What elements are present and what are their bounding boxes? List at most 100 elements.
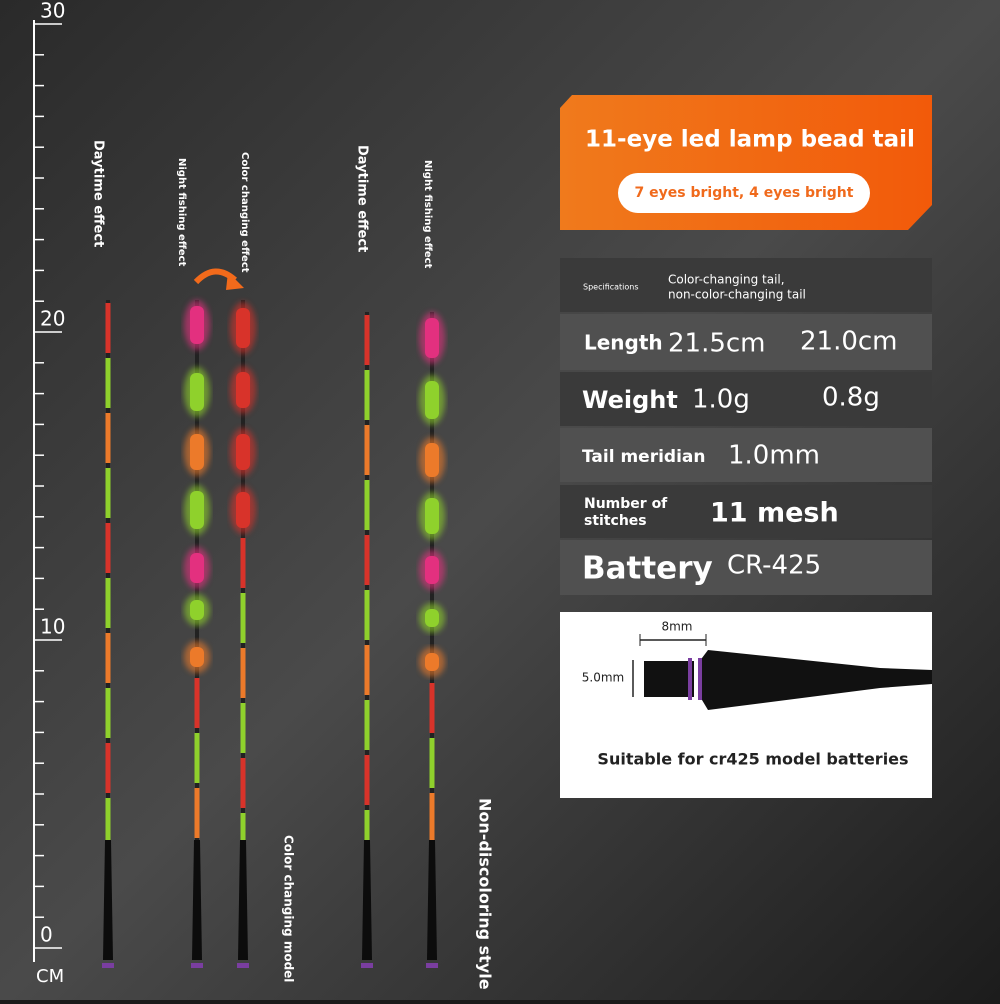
spec-label: Weight (582, 386, 678, 414)
spec-row (560, 485, 932, 538)
float-segment (364, 315, 370, 365)
float-segment (105, 578, 111, 628)
led-bead (190, 434, 204, 470)
float-segment (364, 480, 370, 530)
float-label: Night fishing effect (176, 158, 187, 267)
ring (698, 658, 702, 700)
group-label: Color changing model (282, 835, 296, 982)
spec-label: Number of (584, 496, 668, 512)
spec-value: 0.8g (822, 383, 880, 413)
float-label: Daytime effect (355, 145, 370, 252)
floats (102, 300, 445, 968)
float-tip (362, 840, 372, 960)
spec-label: stitches (584, 513, 647, 529)
battery (644, 661, 694, 697)
float-segment (194, 788, 200, 838)
float-segment (429, 683, 435, 733)
spec-label: Tail meridian (582, 447, 705, 467)
float-ring (426, 963, 438, 968)
spec-value: 21.0cm (800, 327, 898, 357)
led-bead (190, 647, 204, 667)
spec-label: Length (584, 331, 663, 355)
ruler: CM 30 20 10 0 (33, 0, 65, 987)
ruler-label: 0 (40, 923, 53, 947)
spec-header-value: Color-changing tail, (668, 273, 785, 287)
float-segment (364, 645, 370, 695)
float-body (702, 650, 932, 710)
float-segment (364, 370, 370, 420)
spec-header-value: non-color-changing tail (668, 288, 806, 302)
spec-table: Specifications Color-changing tail, non-… (560, 258, 932, 595)
float-segment (194, 678, 200, 728)
spec-value: 1.0mm (728, 441, 820, 471)
group-label: Non-discoloring style (476, 798, 495, 990)
led-bead (236, 372, 250, 408)
float-tip (192, 840, 202, 960)
float-segment (240, 703, 246, 753)
spec-row (560, 372, 932, 426)
float-segment (105, 688, 111, 738)
float-segment (105, 798, 111, 840)
banner-subtitle: 7 eyes bright, 4 eyes bright (635, 185, 854, 201)
led-bead (190, 373, 204, 411)
float-segment (364, 535, 370, 585)
float-segment (105, 743, 111, 793)
spec-row (560, 428, 932, 482)
diagram-caption: Suitable for cr425 model batteries (597, 750, 908, 769)
battery-diagram: 8mm 5.0mm Suitable for cr425 model batte… (560, 612, 932, 798)
float-ring (102, 963, 114, 968)
spec-row (560, 540, 932, 595)
banner: 11-eye led lamp bead tail 7 eyes bright,… (560, 95, 932, 230)
float-tip (238, 840, 248, 960)
ruler-unit: CM (36, 966, 64, 987)
float-segment (364, 425, 370, 475)
led-bead (425, 381, 439, 419)
float-segment (105, 633, 111, 683)
float-segment (364, 590, 370, 640)
float-segment (240, 538, 246, 588)
float-segment (240, 813, 246, 840)
banner-title: 11-eye led lamp bead tail (585, 127, 915, 153)
spec-value: CR-425 (727, 551, 821, 581)
float-segment (105, 468, 111, 518)
float-segment (364, 755, 370, 805)
float-segment (364, 700, 370, 750)
spec-value: 1.0g (692, 385, 750, 415)
spec-value: 11 mesh (710, 498, 839, 529)
float-segment (105, 303, 111, 353)
float-segment (105, 358, 111, 408)
led-bead (425, 498, 439, 534)
float-segment (105, 523, 111, 573)
banner-pill (618, 173, 870, 213)
arrow-head (226, 272, 244, 290)
ring (688, 658, 692, 700)
float-ring (361, 963, 373, 968)
dim-label: 8mm (661, 620, 692, 634)
led-bead (425, 318, 439, 358)
float-segment (429, 738, 435, 788)
float-tip (103, 840, 113, 960)
led-bead (190, 306, 204, 344)
spec-row (560, 314, 932, 370)
float-label: Daytime effect (91, 140, 106, 247)
ruler-label: 20 (40, 307, 65, 331)
float-segment (240, 758, 246, 808)
ruler-label: 30 (40, 0, 65, 23)
float-segment (105, 413, 111, 463)
dim-label: 5.0mm (582, 671, 624, 685)
float-segment (194, 733, 200, 783)
led-bead (190, 491, 204, 529)
led-bead (236, 308, 250, 348)
float-segment (240, 648, 246, 698)
float-ring (237, 963, 249, 968)
float-segment (429, 793, 435, 840)
led-bead (236, 492, 250, 528)
float-label: Night fishing effect (422, 160, 433, 269)
float-ring (191, 963, 203, 968)
spec-row (560, 258, 932, 312)
float-segment (364, 810, 370, 840)
led-bead (190, 553, 204, 583)
led-bead (425, 556, 439, 584)
spec-value: 21.5cm (668, 329, 766, 359)
led-bead (425, 443, 439, 477)
